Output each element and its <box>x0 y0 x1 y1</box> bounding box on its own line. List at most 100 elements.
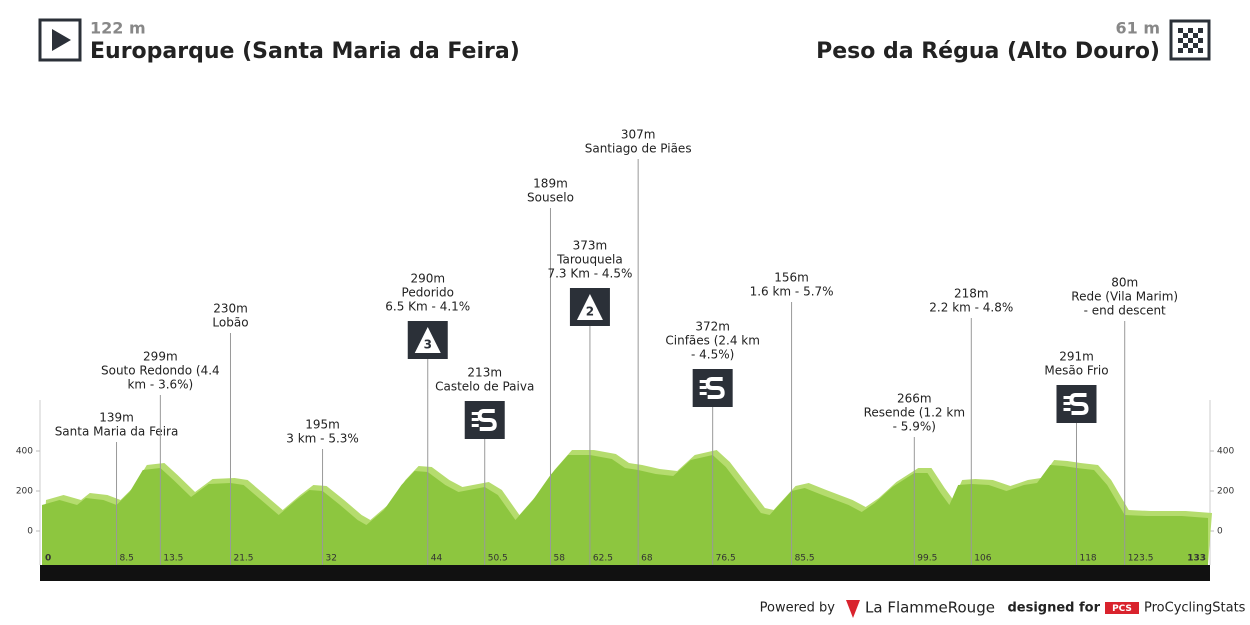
x-tick-label: 68 <box>641 554 653 564</box>
powered-by: Powered by <box>760 601 836 616</box>
climb-triangle <box>576 294 603 320</box>
annotation-text: 195m <box>305 418 340 432</box>
annotation-text: 372m <box>695 320 730 334</box>
y-tick-label-right: 0 <box>1217 527 1223 537</box>
annotation-text: Resende (1.2 km <box>864 406 965 420</box>
checker-cell <box>1188 48 1193 53</box>
start-name: Europarque (Santa Maria da Feira) <box>90 39 520 64</box>
x-tick-label: 76.5 <box>716 554 736 564</box>
pcs-site: ProCyclingStats <box>1144 601 1246 616</box>
x-tick-label: 123.5 <box>1128 554 1154 564</box>
annotation-text: 218m <box>954 287 989 301</box>
sprint-dash <box>699 380 707 383</box>
annotation-text: 307m <box>621 128 656 142</box>
sprint-s <box>1069 393 1089 415</box>
annotation-text: 266m <box>897 392 932 406</box>
x-tick-label: 118 <box>1079 554 1096 564</box>
profile <box>42 455 1208 565</box>
sprint-dash <box>1063 396 1071 399</box>
pcs-badge-text: PCS <box>1112 604 1132 614</box>
x-tick-label: 21.5 <box>233 554 253 564</box>
checker-cell <box>1178 28 1183 33</box>
annotation-text: Pedorido <box>402 286 454 300</box>
x-tick-label: 58 <box>553 554 565 564</box>
annotation-text: Tarouquela <box>556 253 623 267</box>
annotation-text: 230m <box>213 302 248 316</box>
pcs-badge <box>1105 602 1139 614</box>
annotation-text: 2.2 km - 4.8% <box>929 301 1013 315</box>
x-tick-label: 8.5 <box>120 554 134 564</box>
checker-cell <box>1178 48 1183 53</box>
checker-cell <box>1188 28 1193 33</box>
annotation-text: 7.3 Km - 4.5% <box>547 267 632 281</box>
x-tick-label: 13.5 <box>163 554 183 564</box>
y-tick-label: 400 <box>16 447 33 457</box>
sprint-dash <box>1063 402 1071 405</box>
annotation-text: 3 km - 5.3% <box>286 432 359 446</box>
annotation-text: Castelo de Paiva <box>435 380 534 394</box>
climb-triangle <box>414 327 441 353</box>
annotation-text: Santa Maria da Feira <box>55 425 179 439</box>
finish-flag <box>1178 28 1203 53</box>
x-tick-label: 133 <box>1187 554 1206 564</box>
sprint-dash <box>471 418 479 421</box>
sprint-dash <box>471 424 479 427</box>
sprint-dash <box>1063 408 1071 411</box>
checker-cell <box>1198 28 1203 33</box>
sprint-s <box>477 409 497 431</box>
plot: 0 0 200 200 400 400 0 8.5 13.5 21.5 32 44 50.5 58 62.5… <box>16 128 1234 565</box>
start-icon <box>38 18 82 62</box>
annotation-text: Mesão Frio <box>1044 364 1108 378</box>
checker-cell <box>1193 33 1198 38</box>
annotation-text: - 4.5%) <box>691 348 734 362</box>
annotation-text: Lobão <box>212 316 248 330</box>
x-tick-label: 85.5 <box>795 554 815 564</box>
flammerouge-logo <box>846 600 860 618</box>
sprint-dash <box>699 386 707 389</box>
annotation-text: Rede (Vila Marim) <box>1071 290 1178 304</box>
checker-cell <box>1183 43 1188 48</box>
annotation-text: Souto Redondo (4.4 <box>101 364 220 378</box>
x-tick-label: 106 <box>974 554 991 564</box>
annotation-text: 6.5 Km - 4.1% <box>385 300 470 314</box>
x-tick-label: 32 <box>326 554 337 564</box>
x-tick-label: 50.5 <box>488 554 508 564</box>
annotation-text: 189m <box>533 177 568 191</box>
x-tick-label: 44 <box>431 554 443 564</box>
annotation-text: 213m <box>467 366 502 380</box>
annotation-text: Cinfães (2.4 km <box>665 334 760 348</box>
annotation-text: - end descent <box>1084 304 1166 318</box>
baseline-bar <box>40 565 1210 581</box>
sprint-dash <box>699 392 707 395</box>
y-tick-label-right: 400 <box>1217 447 1234 457</box>
start-icon-play <box>52 29 71 51</box>
annotation-text: km - 3.6%) <box>127 378 193 392</box>
annotation-text: 299m <box>143 350 178 364</box>
checker-cell <box>1198 48 1203 53</box>
checker-cell <box>1198 38 1203 43</box>
y-tick-label: 200 <box>16 487 33 497</box>
checker-cell <box>1193 43 1198 48</box>
flammerouge-brand: La FlammeRouge <box>865 599 995 617</box>
checker-cell <box>1183 33 1188 38</box>
y-tick-label-right: 200 <box>1217 487 1234 497</box>
x-tick-label: 62.5 <box>593 554 613 564</box>
finish-name: Peso da Régua (Alto Douro) <box>816 39 1160 64</box>
annotation-text: 291m <box>1059 350 1094 364</box>
y-tick-label: 0 <box>27 527 33 537</box>
annotation-text: Santiago de Piães <box>585 142 692 156</box>
annotation-text: 156m <box>774 271 809 285</box>
annotation-text: 1.6 km - 5.7% <box>750 285 834 299</box>
sprint-dash <box>471 412 479 415</box>
designed-for: designed for <box>1007 601 1100 616</box>
annotation-text: 290m <box>410 272 445 286</box>
x-tick-label: 0 <box>45 554 51 564</box>
x-tick-label: 99.5 <box>917 554 937 564</box>
start-altitude: 122 m <box>90 19 146 38</box>
checker-cell <box>1178 38 1183 43</box>
annotation-text: 139m <box>99 411 134 425</box>
annotation-text: 80m <box>1111 276 1138 290</box>
checker-cell <box>1188 38 1193 43</box>
climb-category: 2 <box>586 305 594 319</box>
